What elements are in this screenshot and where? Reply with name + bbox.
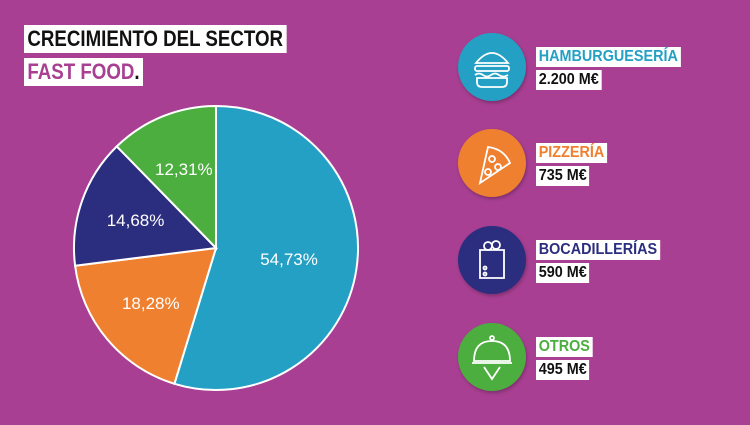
title-line-1: CRECIMIENTO DEL SECTOR	[24, 25, 287, 53]
sandwich-icon	[458, 226, 526, 294]
legend-value: 590 M€	[536, 263, 590, 283]
legend-name: HAMBURGUESERÍA	[536, 47, 681, 67]
pie-label-1: 18,28%	[122, 294, 180, 313]
burger-icon	[458, 33, 526, 101]
title-line-2: FAST FOOD.	[24, 58, 144, 86]
pie-slice-0	[173, 104, 359, 391]
title-dot: .	[134, 59, 140, 84]
legend-value: 495 M€	[536, 360, 590, 380]
title-highlight: FAST FOOD	[27, 59, 135, 84]
pie-slice-1	[73, 246, 218, 386]
legend-name: OTROS	[536, 337, 593, 357]
legend-name: BOCADILLERÍAS	[536, 240, 660, 260]
pizza-slice-icon	[458, 129, 526, 197]
legend-value: 2.200 M€	[536, 70, 602, 90]
pie-slice-2	[73, 144, 219, 267]
pie-label-3: 12,31%	[155, 160, 213, 179]
pie-label-2: 14,68%	[107, 211, 165, 230]
cloche-icon	[458, 323, 526, 391]
pie-slice-3	[115, 104, 217, 251]
legend-name: PIZZERÍA	[536, 143, 608, 163]
pie-label-0: 54,73%	[260, 250, 318, 269]
legend-value: 735 M€	[536, 166, 590, 186]
